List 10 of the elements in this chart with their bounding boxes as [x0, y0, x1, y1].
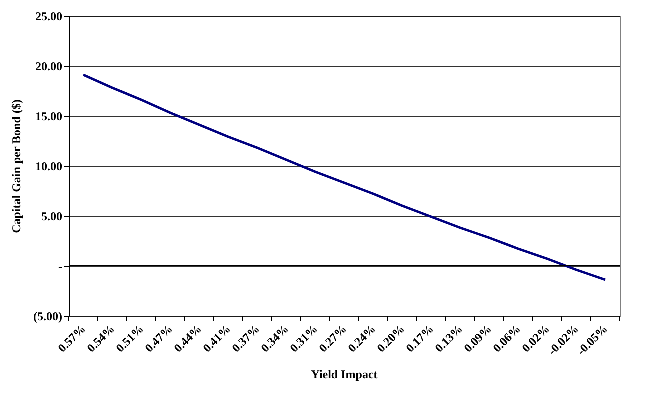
- y-tick-label: 20.00: [36, 60, 62, 74]
- y-tick-label: (5.00): [34, 310, 62, 324]
- y-tick-label: 10.00: [36, 160, 62, 174]
- line-series: [82, 74, 607, 282]
- y-tick-label: -: [58, 260, 62, 274]
- y-tick-label: 15.00: [36, 110, 62, 124]
- y-tick-label: 25.00: [36, 10, 62, 24]
- y-tick-label: 5.00: [42, 210, 62, 224]
- y-axis-title: Capital Gain per Bond ($): [10, 100, 24, 234]
- x-axis-title: Yield Impact: [311, 367, 378, 382]
